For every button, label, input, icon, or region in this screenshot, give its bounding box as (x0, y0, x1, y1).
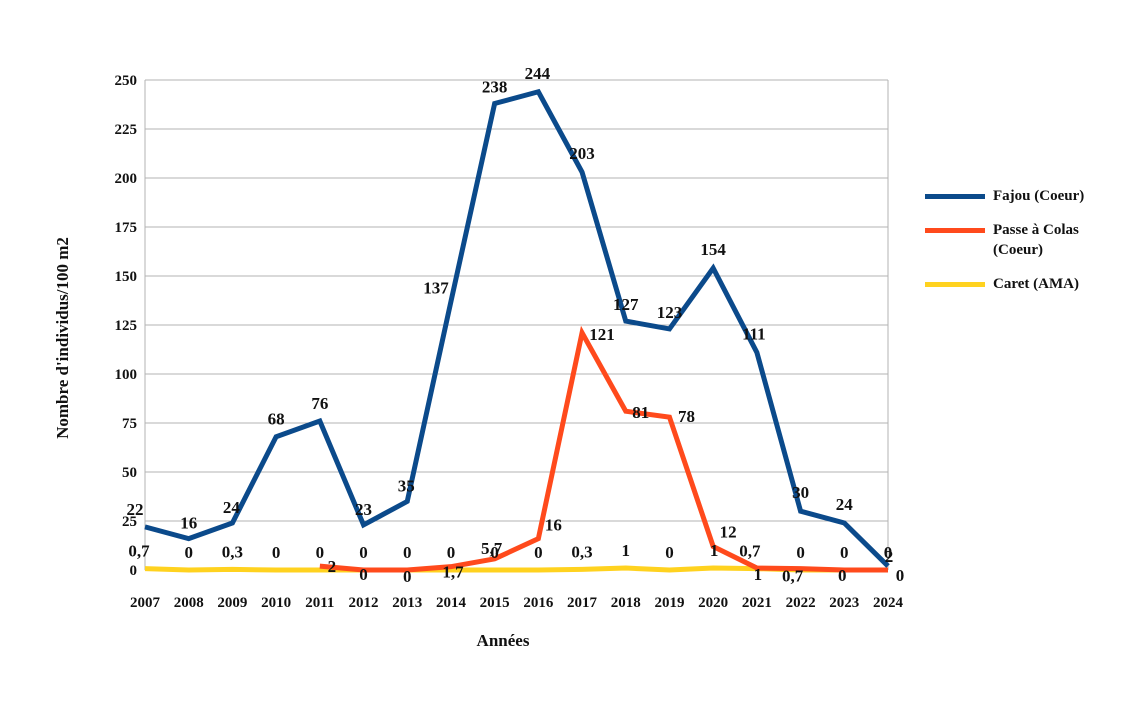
y-tick-label: 25 (122, 514, 137, 530)
legend-label-caret: Caret (AMA) (993, 276, 1079, 292)
x-tick-label: 2007 (130, 595, 161, 611)
legend-item-passe-a-colas: Passe à Colas (Coeur) (925, 220, 1115, 260)
data-label-passe-a-colas-coeur: 0 (359, 565, 368, 584)
legend-swatch-passe-a-colas (925, 228, 985, 233)
data-label-passe-a-colas-coeur: 12 (720, 522, 737, 541)
data-label-passe-a-colas-coeur: 1 (754, 565, 763, 584)
series-line-passe-a-colas-coeur (319, 325, 888, 573)
y-tick-label: 150 (115, 269, 138, 285)
data-label-passe-a-colas-coeur: 2 (328, 557, 337, 576)
data-label-caret-ama: 0 (884, 543, 893, 562)
data-label-fajou-coeur: 30 (792, 483, 809, 502)
legend-swatch-caret (925, 282, 985, 287)
x-tick-label: 2023 (829, 595, 859, 611)
legend-swatch-fajou (925, 194, 985, 199)
x-tick-label: 2013 (392, 595, 422, 611)
data-label-caret-ama: 0 (184, 543, 193, 562)
data-label-fajou-coeur: 35 (398, 476, 415, 495)
data-label-passe-a-colas-coeur: 81 (632, 403, 649, 422)
data-label-fajou-coeur: 123 (657, 303, 683, 322)
data-label-passe-a-colas-coeur: 0 (838, 566, 847, 585)
x-tick-label: 2011 (305, 595, 334, 611)
legend-label-fajou: Fajou (Coeur) (993, 188, 1085, 204)
y-axis-title: Nombre d'individus/100 m2 (53, 237, 72, 439)
data-label-passe-a-colas-coeur: 5,7 (481, 539, 503, 558)
x-tick-label: 2022 (786, 595, 816, 611)
legend-label-passe-a-colas: Passe à Colas (Coeur) (993, 222, 1079, 258)
data-label-caret-ama: 0 (316, 543, 325, 562)
y-tick-label: 125 (115, 318, 138, 334)
data-label-fajou-coeur: 137 (423, 278, 449, 297)
y-tick-label: 0 (130, 563, 138, 579)
x-tick-label: 2016 (523, 595, 554, 611)
data-label-caret-ama: 0 (665, 543, 674, 562)
legend-item-caret: Caret (AMA) (925, 274, 1115, 294)
data-label-caret-ama: 0,7 (128, 542, 150, 561)
x-tick-label: 2024 (873, 595, 904, 611)
y-tick-label: 75 (122, 416, 137, 432)
gridlines (144, 79, 889, 571)
y-tick-label: 250 (115, 73, 138, 89)
data-label-caret-ama: 0,3 (571, 542, 592, 561)
x-tick-label: 2014 (436, 595, 467, 611)
y-tick-label: 100 (115, 367, 138, 383)
x-tick-label: 2015 (480, 595, 510, 611)
data-label-fajou-coeur: 111 (742, 324, 766, 343)
x-tick-label: 2009 (217, 595, 247, 611)
data-label-fajou-coeur: 203 (569, 144, 595, 163)
data-label-caret-ama: 1 (622, 541, 631, 560)
legend: Fajou (Coeur) Passe à Colas (Coeur) Care… (925, 186, 1115, 308)
data-label-caret-ama: 0 (272, 543, 281, 562)
data-label-fajou-coeur: 16 (180, 514, 197, 533)
data-label-passe-a-colas-coeur: 16 (545, 516, 562, 535)
data-label-caret-ama: 0 (840, 543, 849, 562)
data-label-caret-ama: 0 (447, 543, 456, 562)
data-label-fajou-coeur: 238 (482, 78, 508, 97)
data-label-passe-a-colas-coeur: 78 (678, 407, 695, 426)
y-tick-label: 200 (115, 171, 138, 187)
data-label-passe-a-colas-coeur: 0,7 (782, 567, 804, 586)
x-tick-label: 2019 (654, 595, 684, 611)
x-tick-label: 2008 (174, 595, 204, 611)
data-label-passe-a-colas-coeur: 0 (896, 566, 905, 585)
data-label-passe-a-colas-coeur: 121 (589, 325, 615, 344)
x-tick-label: 2010 (261, 595, 291, 611)
x-tick-label: 2021 (742, 595, 772, 611)
data-label-caret-ama: 0 (796, 543, 805, 562)
data-label-fajou-coeur: 244 (525, 64, 551, 83)
data-label-fajou-coeur: 127 (613, 295, 639, 314)
data-label-fajou-coeur: 24 (223, 498, 241, 517)
data-label-fajou-coeur: 154 (700, 240, 726, 259)
data-label-fajou-coeur: 22 (127, 500, 144, 519)
x-tick-label: 2017 (567, 595, 598, 611)
y-tick-labels: 0 25 50 75 100 125 150 175 200 225 250 (115, 73, 138, 579)
data-label-caret-ama: 0 (403, 543, 412, 562)
data-label-caret-ama: 0 (490, 543, 499, 562)
x-tick-labels: 2007 2008 2009 2010 2011 2012 2013 2014 2015 2016… (130, 595, 904, 611)
data-label-caret-ama: 0,7 (739, 542, 761, 561)
x-tick-label: 2018 (611, 595, 641, 611)
series-lines (144, 88, 890, 573)
data-label-caret-ama: 0 (359, 543, 368, 562)
y-tick-label: 225 (115, 122, 138, 138)
data-label-fajou-coeur: 76 (311, 394, 328, 413)
series-line-fajou-coeur (144, 88, 890, 568)
data-label-fajou-coeur: 23 (355, 500, 372, 519)
data-label-passe-a-colas-coeur: 0 (403, 567, 412, 586)
data-label-caret-ama: 1 (710, 541, 719, 560)
data-label-passe-a-colas-coeur: 1,7 (442, 563, 464, 582)
x-tick-label: 2020 (698, 595, 728, 611)
y-tick-label: 175 (115, 220, 138, 236)
x-axis-title: Années (477, 631, 530, 650)
data-label-fajou-coeur: 68 (268, 410, 285, 429)
data-label-caret-ama: 0 (534, 543, 543, 562)
data-label-fajou-coeur: 24 (836, 495, 854, 514)
data-label-fajou-coeur: 2 (885, 547, 894, 566)
y-tick-label: 50 (122, 465, 137, 481)
legend-item-fajou: Fajou (Coeur) (925, 186, 1115, 206)
data-label-caret-ama: 0,3 (222, 542, 243, 561)
x-tick-label: 2012 (349, 595, 379, 611)
